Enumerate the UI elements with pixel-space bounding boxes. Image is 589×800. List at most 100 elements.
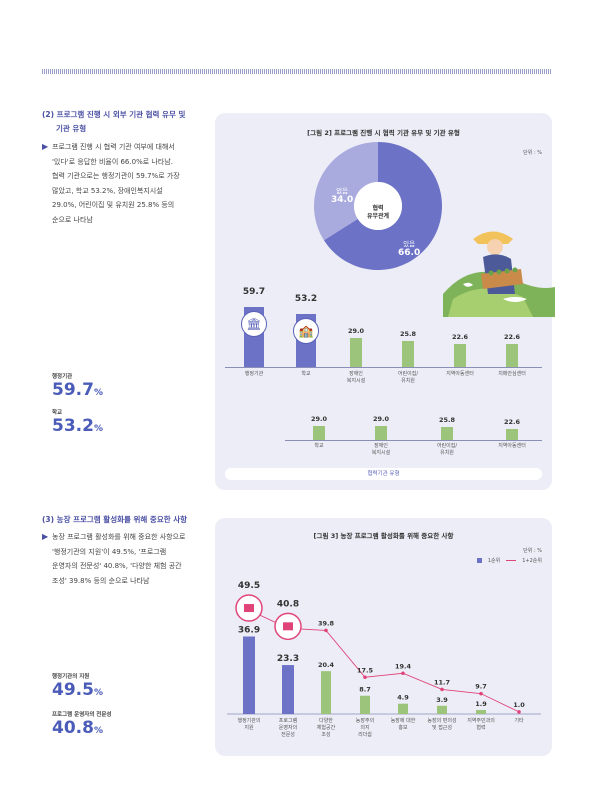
bar-value-label: 29.0: [310, 414, 328, 423]
stat-unit: %: [93, 424, 103, 434]
bar-value-label: 25.8: [399, 330, 417, 339]
bar-first-label: 36.9: [238, 626, 260, 636]
paragraph-line: 농장 프로그램 활성화를 위해 중요한 사항으로: [52, 533, 186, 541]
sum-label: 19.4: [395, 662, 412, 670]
stat-value: 53.2: [52, 416, 94, 436]
slice-value: 66.0: [398, 248, 421, 258]
section2-title-line2: 기관 유형: [56, 124, 87, 133]
sum-label: 49.5: [238, 581, 260, 591]
paragraph-line: 조성' 39.8% 등의 순으로 나타남: [52, 576, 150, 585]
donut-center-line1: 협력: [372, 205, 384, 212]
bar: [454, 344, 466, 367]
bar-value-label: 29.0: [372, 414, 390, 423]
bar-category-label: 학교: [314, 443, 324, 449]
bar-category-label: 치매안심센터: [498, 371, 526, 377]
stat-value: 59.7: [52, 380, 94, 400]
bar-category-label: 학교: [301, 371, 311, 377]
bar-value-label: 53.2: [294, 293, 318, 304]
section3-title: (3) 농장 프로그램 활성화를 위해 중요한 사항: [42, 515, 188, 524]
stat-label: 행정기관: [52, 374, 73, 380]
sum-point: [517, 710, 521, 714]
category-label: 지역주민과의: [467, 717, 495, 724]
icon-glyph: [244, 604, 254, 613]
school-icon: 🏫: [293, 317, 319, 344]
sum-point: [324, 628, 328, 633]
stat-unit: %: [93, 688, 103, 698]
paragraph-line: '있다'로 응답한 비율이 66.0%로 나타남.: [52, 157, 173, 166]
stat-block-3: 행정기관의 지원 49.5%: [52, 672, 103, 700]
bar: [402, 341, 414, 367]
bar-first: [398, 703, 408, 714]
figure2-panel: [그림 2] 프로그램 진행 시 협력 기관 유무 및 기관 유형 단위 : %…: [215, 113, 555, 490]
bullet-icon: ▶: [42, 142, 49, 151]
category-label: 기타: [514, 717, 524, 724]
bar-value-label: 29.0: [347, 327, 365, 335]
stat-label: 행정기관의 지원: [52, 674, 90, 680]
figure3-panel: [그림 3] 농장 프로그램 활성화를 위해 중요한 사항 단위 : % 1순위…: [215, 518, 552, 756]
government-building-icon: 🏛: [241, 311, 267, 338]
category-label: 전문성: [281, 731, 295, 738]
bar-value-label: 25.8: [438, 416, 456, 425]
sum-point: [401, 671, 405, 676]
bar-first-label: 1.9: [475, 700, 487, 708]
category-label: 행정기관의: [237, 717, 260, 724]
category-label: 리더쉽: [358, 731, 372, 738]
category-label: 농장에 대한: [391, 717, 416, 724]
category-label: 다양한: [319, 717, 333, 724]
stat-unit: %: [93, 726, 103, 736]
stat-block-2: 학교 53.2%: [52, 408, 103, 436]
bar-first: [476, 710, 486, 714]
stat-label: 프로그램 운영자의 전문성: [52, 712, 112, 718]
donut-center-label: 협력 유무관계: [353, 205, 403, 221]
top-divider: [42, 69, 552, 74]
category-label: 운영자의: [279, 724, 297, 731]
bar-value-label: 22.6: [451, 333, 469, 342]
sum-label: 17.5: [357, 666, 374, 674]
sum-point: [479, 691, 483, 696]
category-label: 협력: [476, 724, 485, 731]
bar-first-label: 20.4: [318, 661, 335, 669]
priority-combo-chart: 36.9 23.3 20.4 8.7 4.9 3.9 1.9 49.5 40.8 39.8 17.5…: [227, 581, 541, 738]
figure2-footer: 협력기관 유형: [225, 468, 542, 480]
bar-category-label: 지역아동센터: [446, 371, 474, 377]
paragraph-line: '행정기관의 지원'이 49.5%, '프로그램: [52, 547, 167, 556]
bar-first: [437, 705, 447, 714]
stat-label: 학교: [52, 410, 63, 416]
bar-category-label: 행정기관: [244, 371, 264, 377]
stat-unit: %: [93, 388, 103, 398]
donut-slice: [323, 142, 442, 270]
donut-hole: [354, 182, 402, 230]
legend-swatch-first: [476, 558, 482, 563]
sum-label: 9.7: [475, 683, 487, 691]
bullet-icon: ▶: [42, 532, 49, 541]
bar-value-label: 22.6: [503, 417, 521, 426]
figure3-unit: 단위 : %: [523, 548, 542, 554]
bar-first: [282, 665, 294, 714]
slice-value: 34.0: [331, 195, 354, 205]
category-label: 지원: [244, 724, 254, 731]
slice-label-none: 없음 34.0: [331, 185, 353, 205]
row1-axis: [225, 367, 542, 368]
icon-glyph: [283, 622, 293, 631]
bar: [375, 425, 387, 440]
section3-paragraph: ▶ 농장 프로그램 활성화를 위해 중요한 사항으로 '행정기관의 지원'이 49…: [42, 530, 217, 588]
sum-point: [363, 675, 367, 680]
bar-first: [360, 695, 370, 714]
stat-block-4: 프로그램 운영자의 전문성 40.8%: [52, 710, 112, 738]
donut-chart: [314, 142, 442, 270]
stat-value: 40.8: [52, 718, 94, 738]
paragraph-line: 순으로 나타남: [52, 215, 93, 224]
bar-value-label: 59.7: [242, 287, 266, 298]
stat-value: 49.5: [52, 680, 94, 700]
bar: [506, 428, 518, 440]
paragraph-line: 운영자의 전문성' 40.8%, '다양한 체험 공간: [52, 562, 182, 570]
row2-axis: [285, 440, 542, 441]
sum-point: [440, 687, 444, 692]
category-label: 의지: [360, 724, 369, 731]
paragraph-line: 많았고, 학교 53.2%, 장애인복지시설: [52, 186, 163, 195]
paragraph-line: 협력 기관으로는 행정기관이 59.7%로 가장: [52, 172, 180, 180]
bar-first-label: 4.9: [397, 694, 409, 702]
bar-value-label: 22.6: [503, 333, 521, 342]
bar-category-label: 어린이집/ 유치원: [397, 371, 419, 384]
sum-label: 11.7: [434, 678, 450, 686]
